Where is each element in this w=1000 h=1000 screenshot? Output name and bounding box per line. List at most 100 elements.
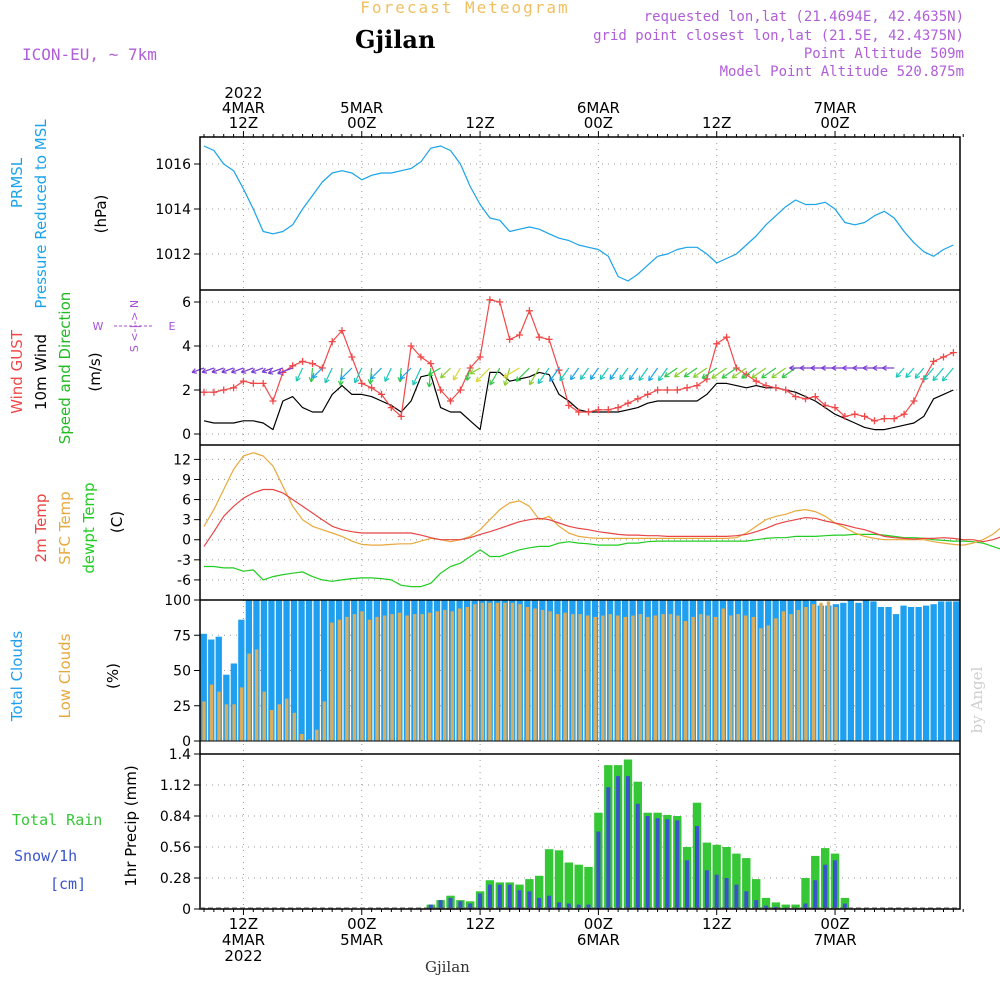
low-clouds-bar: [405, 615, 409, 741]
gust-marker: [594, 406, 602, 414]
gust-marker: [368, 384, 376, 392]
low-clouds-bar: [224, 704, 229, 741]
pressure-line: [203, 145, 954, 282]
gust-marker: [506, 335, 514, 343]
snow-bar: [566, 903, 571, 909]
low-clouds-bar: [744, 615, 748, 741]
gust-marker: [624, 399, 632, 407]
wind-direction-arrow: [465, 367, 471, 381]
snow-bar: [626, 776, 630, 909]
snow-bar: [547, 895, 552, 909]
snow-bar: [695, 826, 699, 909]
wind-direction-arrow: [914, 367, 925, 379]
snow-bar: [487, 884, 492, 909]
legend-snow: Snow/1h: [14, 847, 77, 865]
total-clouds-bar: [900, 605, 907, 741]
location-name: Gjilan: [355, 25, 436, 54]
gust-marker: [486, 296, 494, 304]
y-tick-label: 1012: [155, 247, 191, 263]
snow-bar: [813, 880, 818, 909]
wind-direction-arrow: [384, 367, 392, 382]
rain-bar: [544, 849, 554, 909]
temp-2m-line: [203, 488, 1000, 547]
wind-direction-arrow: [489, 367, 501, 386]
low-clouds-bar: [834, 607, 838, 741]
gust-marker: [525, 307, 533, 315]
low-clouds-bar: [781, 611, 786, 741]
gust-marker: [565, 401, 573, 409]
wind-gust-line: [204, 299, 954, 422]
rain-bar: [554, 850, 564, 909]
total-clouds-bar: [847, 600, 854, 741]
wind-direction-arrow: [932, 367, 944, 382]
low-clouds-bar: [435, 611, 439, 741]
grid-point-coordinates: grid point closest lon,lat (21.5E, 42.43…: [593, 28, 964, 44]
snow-bar: [527, 891, 532, 909]
low-clouds-bar: [217, 691, 221, 741]
gust-marker: [437, 386, 445, 394]
low-clouds-bar: [729, 615, 733, 741]
low-clouds-bar: [601, 615, 605, 741]
total-clouds-bar: [930, 604, 937, 741]
total-clouds-bar: [892, 614, 900, 741]
model-name: ICON-EU, ~ 7km: [22, 45, 157, 64]
snow-bar: [596, 831, 601, 909]
frame-layer: [194, 131, 964, 915]
low-clouds-bar: [571, 614, 575, 741]
snow-bar: [635, 803, 640, 909]
gust-marker: [782, 386, 790, 394]
snow-bar: [478, 893, 483, 909]
gust-marker: [634, 395, 642, 403]
wind-direction-arrow: [339, 367, 353, 381]
low-clouds-bar: [623, 616, 627, 741]
gust-marker: [890, 415, 898, 423]
low-clouds-bar: [540, 609, 545, 741]
snow-bar: [468, 903, 473, 909]
low-clouds-bar: [608, 614, 612, 741]
snow-bar: [734, 884, 739, 909]
low-clouds-bar: [676, 615, 680, 741]
bottom-time-label: 12Z: [229, 915, 258, 933]
snow-bar: [685, 860, 690, 909]
y-tick-label: 0: [182, 734, 191, 750]
gust-marker: [752, 377, 760, 385]
low-clouds-bar: [360, 611, 364, 741]
wind-direction-arrow: [559, 367, 570, 382]
total-clouds-bar: [907, 607, 915, 741]
gust-marker: [348, 353, 356, 361]
gust-marker: [200, 388, 208, 396]
gust-marker: [496, 298, 504, 306]
snow-bar: [616, 776, 621, 909]
total-clouds-bar: [953, 601, 960, 741]
low-clouds-bar: [548, 611, 552, 741]
requested-coordinates: requested lon,lat (21.4694E, 42.4635N): [643, 9, 964, 25]
gust-marker: [693, 382, 701, 390]
top-time-label: 5MAR: [340, 99, 383, 117]
low-clouds-bar: [774, 618, 778, 741]
bottom-time-label: 2022: [224, 947, 262, 965]
total-clouds-bar: [298, 600, 305, 741]
gust-marker: [821, 401, 829, 409]
wind-direction-arrow: [452, 367, 461, 381]
total-clouds-bar: [238, 619, 245, 741]
compass-west: W: [93, 320, 104, 333]
gust-marker: [703, 375, 711, 383]
low-clouds-bar: [646, 616, 650, 741]
rain-bar: [742, 858, 751, 909]
low-clouds-bar: [367, 619, 372, 741]
gust-marker: [940, 353, 947, 361]
temp-2m-label: 2m Temp: [32, 494, 50, 563]
wind-direction-arrow: [201, 367, 215, 374]
pressure-panel-label-desc: Pressure Reduced to MSL: [32, 119, 50, 309]
gust-marker: [851, 410, 859, 418]
total-clouds-bar: [275, 600, 283, 741]
snow-bar: [754, 900, 759, 909]
low-clouds-bar: [337, 619, 342, 741]
wind-direction-arrow: [308, 367, 315, 383]
wind-direction-arrow: [751, 367, 767, 379]
wind-direction-arrow: [862, 365, 875, 371]
wind-direction-arrow: [230, 367, 244, 374]
low-clouds-bar: [270, 710, 274, 741]
snow-bar: [665, 819, 670, 909]
gust-marker: [535, 333, 543, 341]
